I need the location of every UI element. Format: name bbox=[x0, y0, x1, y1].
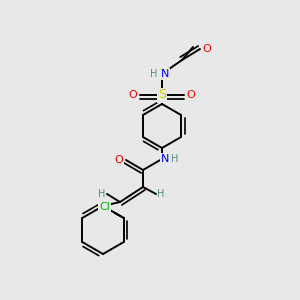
Text: H: H bbox=[157, 189, 165, 199]
Text: S: S bbox=[158, 88, 166, 101]
Text: H: H bbox=[98, 189, 106, 199]
Text: H: H bbox=[171, 154, 179, 164]
Text: N: N bbox=[161, 69, 169, 79]
Text: Cl: Cl bbox=[99, 202, 110, 212]
Text: O: O bbox=[202, 44, 211, 54]
Text: O: O bbox=[187, 90, 195, 100]
Text: O: O bbox=[115, 155, 123, 165]
Text: N: N bbox=[161, 154, 169, 164]
Text: O: O bbox=[129, 90, 137, 100]
Text: H: H bbox=[150, 69, 158, 79]
